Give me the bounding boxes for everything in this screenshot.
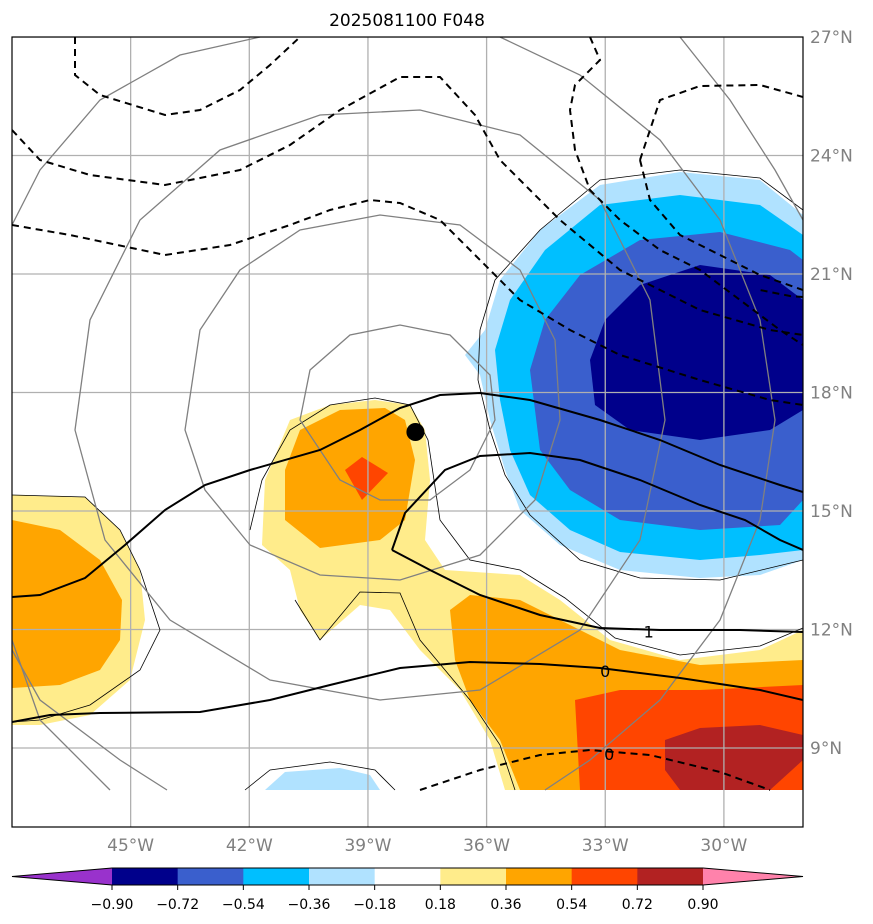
pressure-isobars (12, 37, 803, 791)
negative-anomaly-area (265, 768, 380, 790)
colorbar-tick-label: 0.36 (490, 897, 521, 913)
figure-title: 2025081100 F048 (329, 11, 485, 31)
contour-labels: 1 0 0 (600, 622, 654, 764)
solid-contours (12, 391, 803, 723)
colorbar-segment (440, 868, 507, 885)
colorbar-tick-label: 0.54 (556, 897, 587, 913)
colorbar-segment (571, 868, 638, 885)
longitude-tick-label: 30°W (700, 836, 747, 856)
latitude-tick-label: 24°N (810, 147, 853, 167)
colorbar-segment (374, 868, 441, 885)
colorbar-tick-label: 0.72 (622, 897, 653, 913)
map-gridlines (12, 37, 803, 827)
latitude-tick-label: 27°N (810, 28, 853, 48)
colorbar-segment (112, 868, 179, 885)
colorbar-tick-label: −0.36 (288, 897, 331, 913)
longitude-tick-label: 36°W (463, 836, 510, 856)
latitude-tick-labels: 27°N 24°N 21°N 18°N 15°N 12°N 9°N (810, 28, 853, 759)
colorbar-tick-label: −0.90 (91, 897, 134, 913)
latitude-tick-label: 15°N (810, 502, 853, 522)
colorbar-segment (637, 868, 704, 885)
colorbar-tick-label: −0.72 (156, 897, 199, 913)
colorbar-tick-label: −0.54 (222, 897, 265, 913)
contour-label: 1 (644, 622, 654, 641)
colorbar-tick-label: 0.18 (425, 897, 456, 913)
colorbar-segment (309, 868, 376, 885)
contour-label: 0 (600, 662, 610, 681)
contour-label: 0 (604, 745, 614, 764)
colorbar: −0.90 −0.72 −0.54 −0.36 −0.18 0.18 0.36 0.54 0.7… (11, 867, 804, 913)
map-frame (11, 36, 804, 828)
colorbar-segment (506, 868, 573, 885)
positive-anomaly-area (665, 725, 803, 790)
longitude-tick-label: 42°W (226, 836, 273, 856)
longitude-tick-label: 33°W (582, 836, 629, 856)
colorbar-extend-high (703, 868, 803, 885)
longitude-tick-label: 45°W (107, 836, 154, 856)
colorbar-extend-low (12, 868, 112, 885)
latitude-tick-label: 18°N (810, 384, 853, 404)
positive-anomaly-area (12, 520, 122, 688)
latitude-tick-label: 9°N (810, 739, 842, 759)
latitude-tick-label: 21°N (810, 265, 853, 285)
colorbar-tick-label: −0.18 (353, 897, 396, 913)
dashed-negative-contours (12, 37, 803, 791)
colorbar-segment (177, 868, 244, 885)
longitude-tick-label: 39°W (344, 836, 391, 856)
colorbar-segment (243, 868, 310, 885)
negative-anomaly-area (590, 265, 803, 440)
latitude-tick-label: 12°N (810, 621, 853, 641)
colorbar-tick-label: 0.90 (687, 897, 718, 913)
storm-center-marker (406, 423, 425, 441)
longitude-tick-labels: 45°W 42°W 39°W 36°W 33°W 30°W (107, 836, 747, 856)
positive-anomaly-area (345, 457, 388, 500)
